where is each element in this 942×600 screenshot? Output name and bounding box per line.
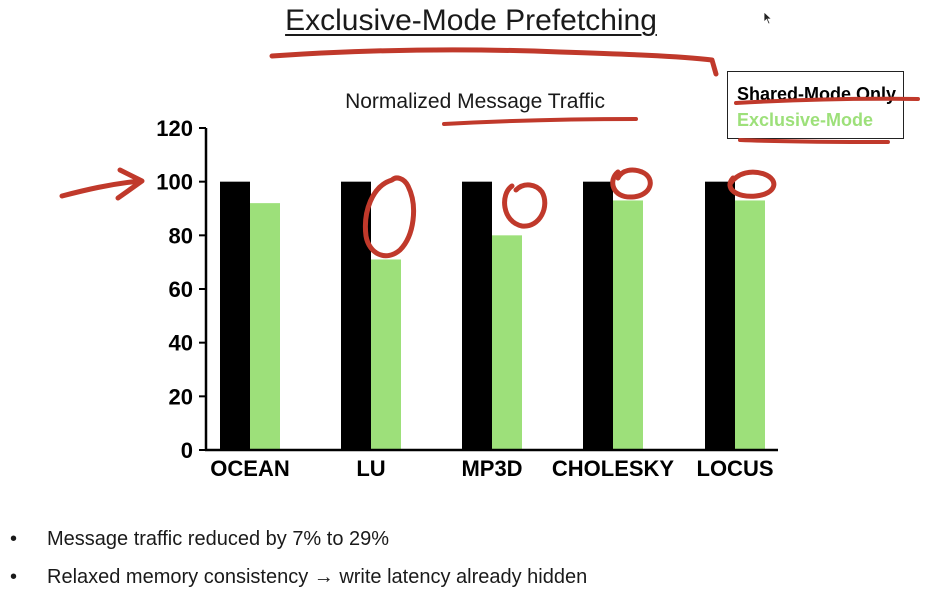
y-tick-label: 0: [181, 438, 193, 463]
bar-locus-exclusive-mode: [735, 200, 765, 450]
bar-cholesky-shared-mode-only: [583, 181, 613, 450]
bar-lu-shared-mode-only: [341, 181, 371, 450]
y-tick-label: 20: [169, 384, 193, 409]
x-category-label: OCEAN: [210, 456, 289, 481]
x-category-label: MP3D: [461, 456, 522, 481]
bullet-dot-icon: •: [10, 528, 18, 550]
bar-locus-shared-mode-only: [705, 181, 735, 450]
y-tick-label: 60: [169, 277, 193, 302]
legend-item-shared-mode: Shared-Mode Only: [737, 84, 897, 104]
bar-cholesky-exclusive-mode: [613, 200, 643, 450]
bar-lu-exclusive-mode: [371, 259, 401, 450]
x-category-label: CHOLESKY: [552, 456, 675, 481]
bullet-text: Message traffic reduced by 7% to 29%: [47, 528, 390, 550]
x-category-label: LU: [356, 456, 385, 481]
legend-item-exclusive-mode: Exclusive-Mode: [737, 110, 874, 130]
slide-title: Exclusive-Mode Prefetching: [285, 4, 657, 37]
bar-ocean-shared-mode-only: [220, 181, 250, 450]
bullet-text: Relaxed memory consistency → write laten…: [47, 566, 588, 588]
y-tick-label: 40: [169, 331, 193, 356]
bar-mp3d-exclusive-mode: [492, 235, 522, 450]
chart-title: Normalized Message Traffic: [345, 90, 605, 113]
chart-legend: Shared-Mode Only Exclusive-Mode: [727, 71, 904, 139]
bullet-dot-icon: •: [10, 566, 18, 588]
bar-ocean-exclusive-mode: [250, 203, 280, 450]
x-category-label: LOCUS: [697, 456, 774, 481]
y-tick-label: 100: [156, 170, 193, 195]
mouse-cursor-icon: [763, 11, 773, 25]
bar-mp3d-shared-mode-only: [462, 181, 492, 450]
y-tick-label: 120: [156, 116, 193, 141]
y-tick-label: 80: [169, 223, 193, 248]
